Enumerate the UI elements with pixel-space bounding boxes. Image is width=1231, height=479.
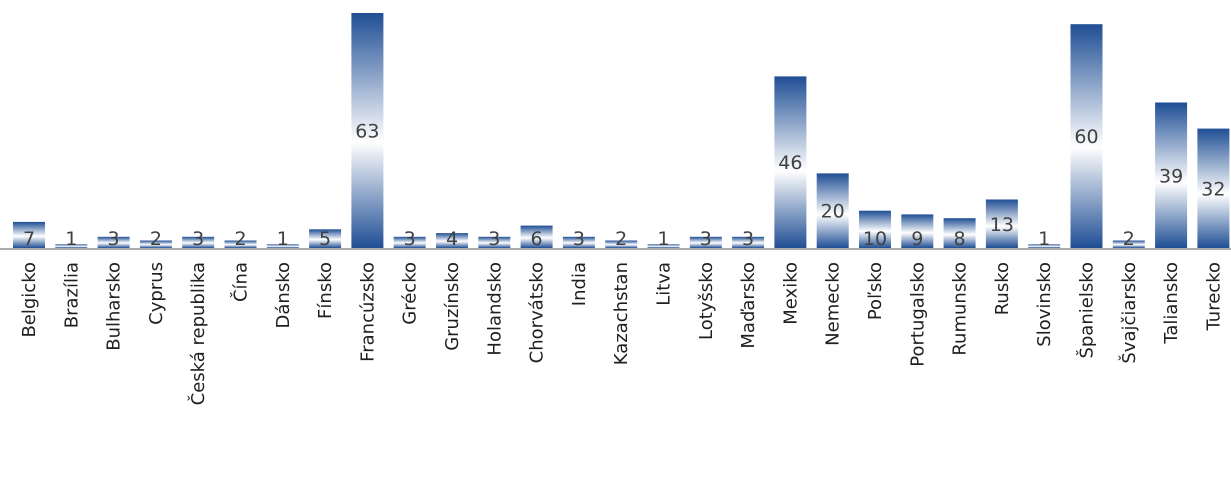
data-label-finsko: 5 <box>319 228 331 250</box>
bar-grecko <box>393 236 426 248</box>
data-label-svajciarsko: 2 <box>1123 228 1135 250</box>
data-label-india: 3 <box>573 228 585 250</box>
data-label-kazachstan: 2 <box>615 228 627 250</box>
data-label-polsko: 10 <box>863 228 887 250</box>
bar-cyprus <box>139 240 172 248</box>
bar-rusko <box>985 199 1018 248</box>
data-label-grecko: 3 <box>404 228 416 250</box>
x-tick-label-india: India <box>569 262 590 306</box>
data-label-spanielsko: 60 <box>1074 126 1098 148</box>
x-tick-label-polsko: Poľsko <box>865 262 886 320</box>
x-tick-label-portugalsko: Portugalsko <box>907 262 928 367</box>
data-label-mexiko: 46 <box>778 152 802 174</box>
x-tick-label-cina: Čína <box>230 262 252 302</box>
data-label-gruzinsko: 4 <box>446 228 458 250</box>
x-tick-label-belgicko: Belgicko <box>19 262 40 338</box>
bar-kazachstan <box>605 240 638 248</box>
data-label-cyprus: 2 <box>150 228 162 250</box>
x-tick-label-svajciarsko: Švajčiarsko <box>1118 262 1140 364</box>
bar-lotyssko <box>689 236 722 248</box>
bar-turecko <box>1197 128 1230 248</box>
x-tick-label-kazachstan: Kazachstan <box>611 262 632 365</box>
bar-mexiko <box>774 76 807 249</box>
x-tick-label-gruzinsko: Gruzínsko <box>442 262 463 351</box>
bar-finsko <box>309 229 342 248</box>
bar-slovinsko <box>1028 244 1061 248</box>
x-tick-label-litva: Litva <box>654 262 675 306</box>
bar-holandsko <box>478 236 511 248</box>
x-tick-label-chorvatsko: Chorvátsko <box>527 262 548 363</box>
x-tick-label-slovinsko: Slovinsko <box>1034 262 1055 347</box>
data-label-slovinsko: 1 <box>1038 228 1050 250</box>
x-tick-label-grecko: Grécko <box>400 262 421 325</box>
data-label-brazilia: 1 <box>65 228 77 250</box>
data-label-dansko: 1 <box>277 228 289 250</box>
x-tick-label-francuzsko: Francúzsko <box>357 262 378 362</box>
data-label-holandsko: 3 <box>488 228 500 250</box>
bar-svajciarsko <box>1112 240 1145 248</box>
bar-polsko <box>859 210 891 248</box>
x-tick-label-brazilia: Brazília <box>61 262 82 328</box>
x-tick-label-rusko: Rusko <box>992 262 1013 315</box>
x-tick-label-finsko: Fínsko <box>315 262 336 319</box>
x-tick-label-cyprus: Cyprus <box>146 262 167 325</box>
x-tick-label-dansko: Dánsko <box>273 262 294 328</box>
data-label-madarsko: 3 <box>742 228 754 250</box>
bar-cina <box>224 240 257 248</box>
data-label-turecko: 32 <box>1201 178 1225 200</box>
data-label-belgicko: 7 <box>23 228 35 250</box>
x-tick-label-mexiko: Mexiko <box>780 262 801 325</box>
x-tick-label-ceska-republika: Česká republika <box>187 262 209 405</box>
data-label-ceska-republika: 3 <box>192 228 204 250</box>
x-tick-label-spanielsko: Španielsko <box>1076 262 1098 359</box>
data-label-francuzsko: 63 <box>355 121 379 143</box>
data-label-chorvatsko: 6 <box>531 228 543 250</box>
bar-belgicko <box>13 221 45 248</box>
bar-spanielsko <box>1070 24 1103 249</box>
bar-nemecko <box>816 173 849 248</box>
x-tick-label-turecko: Turecko <box>1203 262 1224 331</box>
bar-brazilia <box>55 244 88 248</box>
data-label-lotyssko: 3 <box>700 228 712 250</box>
bar-rumunsko <box>943 218 976 248</box>
data-label-rumunsko: 8 <box>954 228 966 250</box>
x-tick-label-taliansko: Taliansko <box>1161 262 1182 345</box>
bars-group <box>13 13 1230 249</box>
data-label-litva: 1 <box>657 228 669 250</box>
data-label-bulharsko: 3 <box>108 228 120 250</box>
data-label-portugalsko: 9 <box>911 228 923 250</box>
bar-dansko <box>266 244 299 248</box>
x-tick-label-rumunsko: Rumunsko <box>950 262 971 356</box>
x-tick-label-bulharsko: Bulharsko <box>104 262 125 351</box>
bar-madarsko <box>732 236 765 248</box>
bar-ceska-republika <box>182 236 215 248</box>
x-tick-label-lotyssko: Lotyšsko <box>696 262 717 340</box>
bar-litva <box>647 244 680 248</box>
x-tick-label-nemecko: Nemecko <box>823 262 844 346</box>
bar-india <box>562 236 595 248</box>
data-label-taliansko: 39 <box>1159 165 1183 187</box>
bar-bulharsko <box>97 236 130 248</box>
data-label-rusko: 13 <box>990 214 1014 236</box>
x-tick-labels-group: Belgicko Brazília Bulharsko Cyprus Česká rep… <box>19 262 1224 405</box>
data-label-nemecko: 20 <box>821 201 845 223</box>
bar-gruzinsko <box>436 233 468 248</box>
bar-chorvatsko <box>520 225 553 248</box>
bar-francuzsko <box>351 13 384 248</box>
bar-taliansko <box>1155 102 1188 248</box>
x-tick-label-madarsko: Maďarsko <box>738 262 759 349</box>
x-tick-label-holandsko: Holandsko <box>484 262 505 356</box>
data-label-cina: 2 <box>234 228 246 250</box>
bar-portugalsko <box>901 214 934 248</box>
